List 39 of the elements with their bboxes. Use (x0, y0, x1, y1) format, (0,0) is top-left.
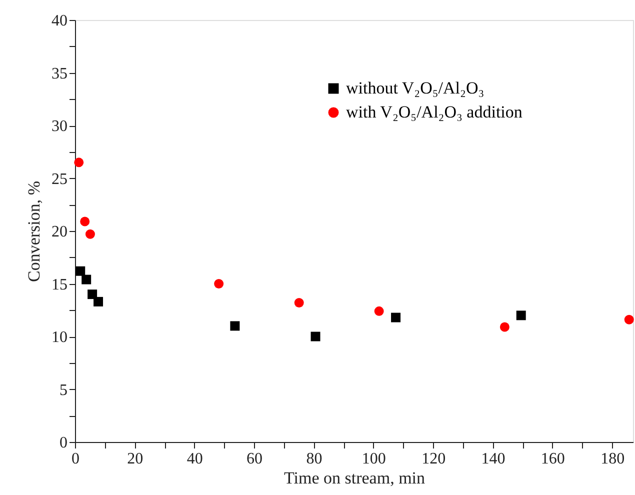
point (94, 296, 104, 306)
point (80, 216, 90, 226)
point (500, 322, 510, 332)
point (88, 290, 98, 300)
point (374, 306, 384, 316)
point (230, 321, 240, 331)
x-tick-label: 20 (127, 450, 144, 468)
x-tick-label: 140 (481, 450, 506, 468)
x-tick-label: 180 (600, 450, 625, 468)
point (82, 274, 92, 284)
legend-label: with V₂O₅/Al₂O₃ addition (346, 102, 523, 122)
y-tick-label: 25 (52, 170, 68, 188)
y-tick-label: 35 (52, 65, 68, 82)
y-tick-label: 30 (52, 118, 68, 135)
x-tick-label: 120 (422, 450, 446, 468)
point (624, 314, 634, 324)
y-tick-label: 0 (60, 434, 68, 452)
x-tick-label: 60 (246, 450, 263, 468)
x-tick-label: 100 (362, 450, 386, 468)
y-tick-label: 15 (52, 276, 68, 294)
y-axis-title: Conversion, % (24, 180, 44, 282)
x-tick-label: 40 (186, 450, 203, 468)
y-tick-label: 10 (52, 329, 68, 346)
x-tick-label: 160 (540, 450, 565, 468)
y-tick-label: 40 (52, 12, 68, 30)
y-tick-label: 20 (52, 224, 68, 240)
point (74, 158, 84, 168)
point (391, 312, 401, 322)
legend-label: without V₂O₅/Al₂O₃ (346, 78, 484, 98)
point (310, 332, 320, 342)
point (76, 266, 86, 276)
point (294, 298, 304, 308)
x-axis-title: Time on stream, min (284, 468, 426, 488)
point (85, 229, 95, 239)
x-tick-label: 80 (306, 450, 322, 468)
y-tick-label: 5 (60, 382, 68, 399)
x-tick-label: 0 (72, 450, 80, 468)
point (214, 279, 224, 288)
point (516, 310, 526, 320)
